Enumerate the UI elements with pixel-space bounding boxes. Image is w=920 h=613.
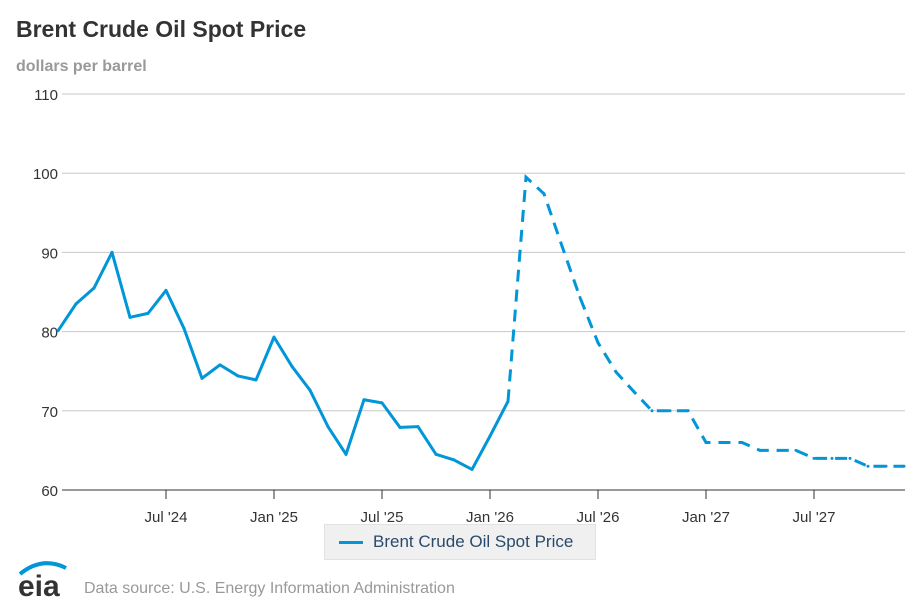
y-tick-label: 80: [41, 325, 58, 342]
data-point: [866, 464, 870, 468]
y-tick-label: 90: [41, 245, 58, 262]
data-point: [416, 425, 420, 429]
x-tick-label: Jan '25: [250, 509, 298, 526]
data-point: [686, 409, 690, 413]
data-point: [272, 335, 276, 339]
legend-label: Brent Crude Oil Spot Price: [373, 532, 574, 551]
y-axis-label: dollars per barrel: [16, 58, 147, 75]
chart-title: Brent Crude Oil Spot Price: [16, 16, 307, 42]
data-point: [614, 370, 618, 374]
data-point: [578, 296, 582, 300]
x-tick-label: Jan '26: [466, 509, 514, 526]
data-point: [434, 452, 438, 456]
data-point: [596, 341, 600, 345]
y-tick-label: 70: [41, 404, 58, 421]
data-source: Data source: U.S. Energy Information Adm…: [84, 580, 455, 597]
data-point: [758, 448, 762, 452]
data-point: [650, 409, 654, 413]
data-point: [290, 364, 294, 368]
data-point: [848, 456, 852, 460]
data-point: [830, 456, 834, 460]
legend[interactable]: Brent Crude Oil Spot Price: [324, 524, 596, 560]
data-point: [74, 302, 78, 306]
data-point: [542, 192, 546, 196]
data-point: [470, 467, 474, 471]
data-point: [488, 434, 492, 438]
data-point: [560, 244, 564, 248]
x-tick-label: Jul '26: [577, 509, 620, 526]
x-tick-label: Jul '27: [793, 509, 836, 526]
data-point: [92, 286, 96, 290]
data-point: [668, 409, 672, 413]
data-point: [380, 401, 384, 405]
data-point: [740, 440, 744, 444]
data-point: [164, 288, 168, 292]
data-point: [218, 363, 222, 367]
data-point: [344, 452, 348, 456]
eia-logo: eia: [18, 561, 67, 600]
forecast-series-line: [506, 173, 904, 468]
data-point: [506, 399, 510, 403]
data-point: [524, 175, 528, 179]
data-point: [254, 378, 258, 382]
y-tick-label: 60: [41, 483, 58, 500]
data-point: [632, 390, 636, 394]
data-point: [56, 329, 60, 333]
data-point: [146, 311, 150, 315]
x-tick-label: Jul '24: [145, 509, 188, 526]
data-point: [884, 464, 888, 468]
data-point: [722, 440, 726, 444]
historical-series-line: [56, 250, 510, 471]
data-point: [128, 315, 132, 319]
data-point: [362, 398, 366, 402]
data-point: [776, 448, 780, 452]
data-point: [704, 440, 708, 444]
data-point: [794, 448, 798, 452]
x-tick-label: Jan '27: [682, 509, 730, 526]
y-tick-label: 100: [33, 166, 58, 183]
data-point: [398, 425, 402, 429]
x-tick-label: Jul '25: [361, 509, 404, 526]
y-tick-label: 110: [34, 87, 58, 104]
data-point: [326, 425, 330, 429]
data-point: [110, 250, 114, 254]
data-point: [182, 326, 186, 330]
data-point: [200, 376, 204, 380]
data-point: [902, 464, 906, 468]
data-point: [812, 456, 816, 460]
data-point: [236, 374, 240, 378]
data-point: [308, 388, 312, 392]
legend-swatch: [339, 540, 363, 544]
data-point: [452, 458, 456, 462]
svg-text:eia: eia: [18, 570, 60, 600]
